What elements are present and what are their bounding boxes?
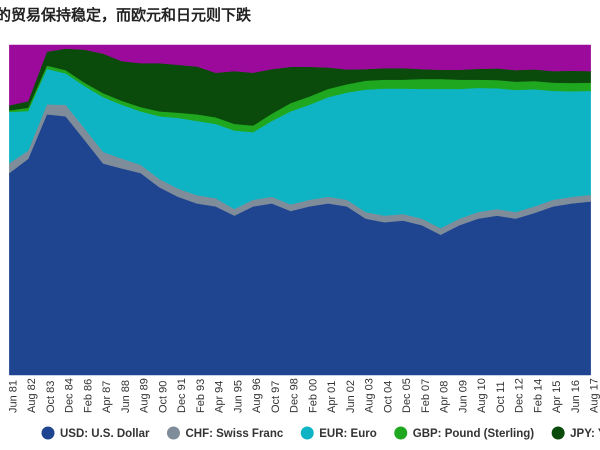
- x-tick-label: Apr 15: [551, 381, 563, 413]
- legend-marker: [300, 426, 314, 440]
- x-tick-label: Jun 09: [457, 380, 469, 413]
- legend-label: GBP: Pound (Sterling): [413, 428, 535, 440]
- x-tick-label: Aug 03: [364, 378, 376, 413]
- legend-label: EUR: Euro: [319, 428, 377, 440]
- x-tick-label: Feb 86: [82, 379, 94, 413]
- legend-marker: [166, 426, 180, 440]
- x-tick-label: Feb 14: [532, 379, 544, 413]
- x-tick-label: Apr 01: [326, 381, 338, 413]
- x-tick-label: Apr 87: [101, 381, 113, 413]
- x-tick-label: Feb 00: [307, 379, 319, 413]
- x-tick-label: Oct 90: [157, 381, 169, 413]
- legend-label: USD: U.S. Dollar: [60, 428, 150, 440]
- x-tick-label: Aug 89: [139, 378, 151, 413]
- x-tick-label: Oct 04: [382, 381, 394, 413]
- legend-marker: [394, 426, 408, 440]
- x-tick-label: Dec 12: [514, 378, 526, 413]
- x-tick-label: Feb 93: [195, 379, 207, 413]
- x-tick-label: Jun 16: [570, 380, 582, 413]
- legend-label: JPY: Yen: [570, 428, 600, 440]
- legend-label: CHF: Swiss Franc: [185, 428, 283, 440]
- x-tick-label: Oct 97: [270, 381, 282, 413]
- x-tick-label: Oct 83: [45, 381, 57, 413]
- legend-marker: [41, 426, 55, 440]
- x-tick-label: Aug 10: [476, 378, 488, 413]
- chart-title: 的贸易保持稳定，而欧元和日元则下跌: [0, 6, 252, 24]
- x-tick-label: Aug 96: [251, 378, 263, 413]
- x-tick-label: Dec 05: [401, 378, 413, 413]
- x-tick-label: Dec 98: [289, 378, 301, 413]
- x-tick-label: Jun 02: [345, 380, 357, 413]
- x-tick-label: Apr 94: [214, 381, 226, 413]
- x-tick-label: Feb 07: [420, 379, 432, 413]
- area: [9, 44, 591, 106]
- legend-marker: [551, 426, 565, 440]
- x-tick-label: Dec 91: [176, 378, 188, 413]
- x-tick-label: Aug 82: [26, 378, 38, 413]
- x-tick-label: Jun 81: [7, 380, 19, 413]
- x-tick-label: Jun 88: [120, 380, 132, 413]
- x-tick-label: Jun 95: [232, 380, 244, 413]
- x-tick-label: Aug 17: [589, 378, 600, 413]
- x-tick-label: Dec 84: [64, 378, 76, 413]
- x-tick-label: Apr 08: [439, 381, 451, 413]
- x-tick-label: Oct 11: [495, 381, 507, 413]
